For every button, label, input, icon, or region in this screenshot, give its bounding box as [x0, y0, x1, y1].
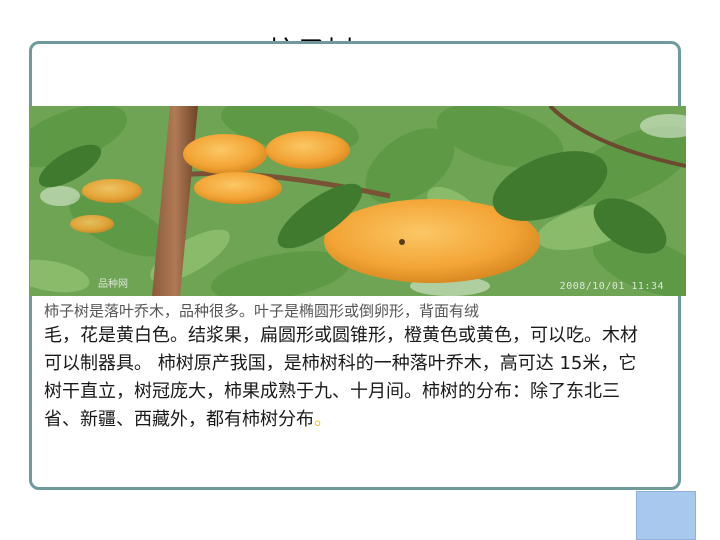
paragraph-partial-line: 柿子树是落叶乔木，品种很多。叶子是椭圆形或倒卵形，背面有绒	[44, 302, 480, 320]
paragraph-body: 毛，花是黄白色。结浆果，扁圆形或圆锥形，橙黄色或黄色，可以吃。木材可以制器具。 …	[44, 325, 638, 430]
corner-decoration-box	[636, 491, 696, 540]
photo-watermark: 品种网	[98, 279, 128, 290]
persimmon-photo: 品种网 2008/10/01 11:34	[30, 106, 686, 296]
photo-timestamp: 2008/10/01 11:34	[559, 281, 664, 292]
description-paragraph: 柿子树是落叶乔木，品种很多。叶子是椭圆形或倒卵形，背面有绒毛，花是黄白色。结浆果…	[44, 300, 654, 434]
persimmon-tree-image	[30, 106, 686, 296]
paragraph-end-mark: 。	[314, 409, 332, 430]
